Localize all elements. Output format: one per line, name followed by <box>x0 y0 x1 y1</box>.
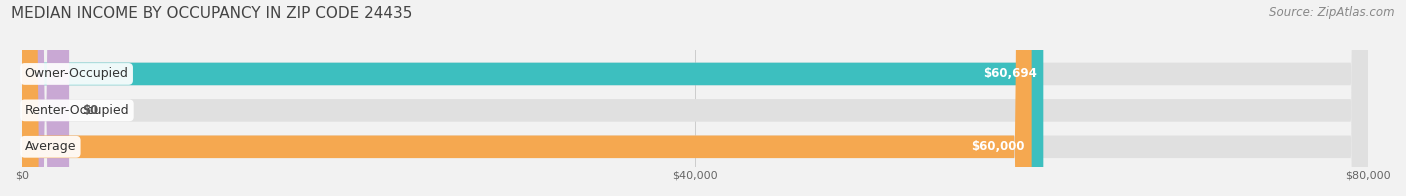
FancyBboxPatch shape <box>22 0 1368 196</box>
Text: $0: $0 <box>83 104 98 117</box>
FancyBboxPatch shape <box>22 0 1368 196</box>
Text: Source: ZipAtlas.com: Source: ZipAtlas.com <box>1270 6 1395 19</box>
Text: Renter-Occupied: Renter-Occupied <box>25 104 129 117</box>
Text: MEDIAN INCOME BY OCCUPANCY IN ZIP CODE 24435: MEDIAN INCOME BY OCCUPANCY IN ZIP CODE 2… <box>11 6 412 21</box>
FancyBboxPatch shape <box>22 0 69 196</box>
Text: Average: Average <box>25 140 76 153</box>
Text: $60,694: $60,694 <box>983 67 1036 80</box>
FancyBboxPatch shape <box>22 0 1368 196</box>
FancyBboxPatch shape <box>22 0 1032 196</box>
Text: $60,000: $60,000 <box>972 140 1025 153</box>
FancyBboxPatch shape <box>22 0 1043 196</box>
Text: Owner-Occupied: Owner-Occupied <box>25 67 128 80</box>
